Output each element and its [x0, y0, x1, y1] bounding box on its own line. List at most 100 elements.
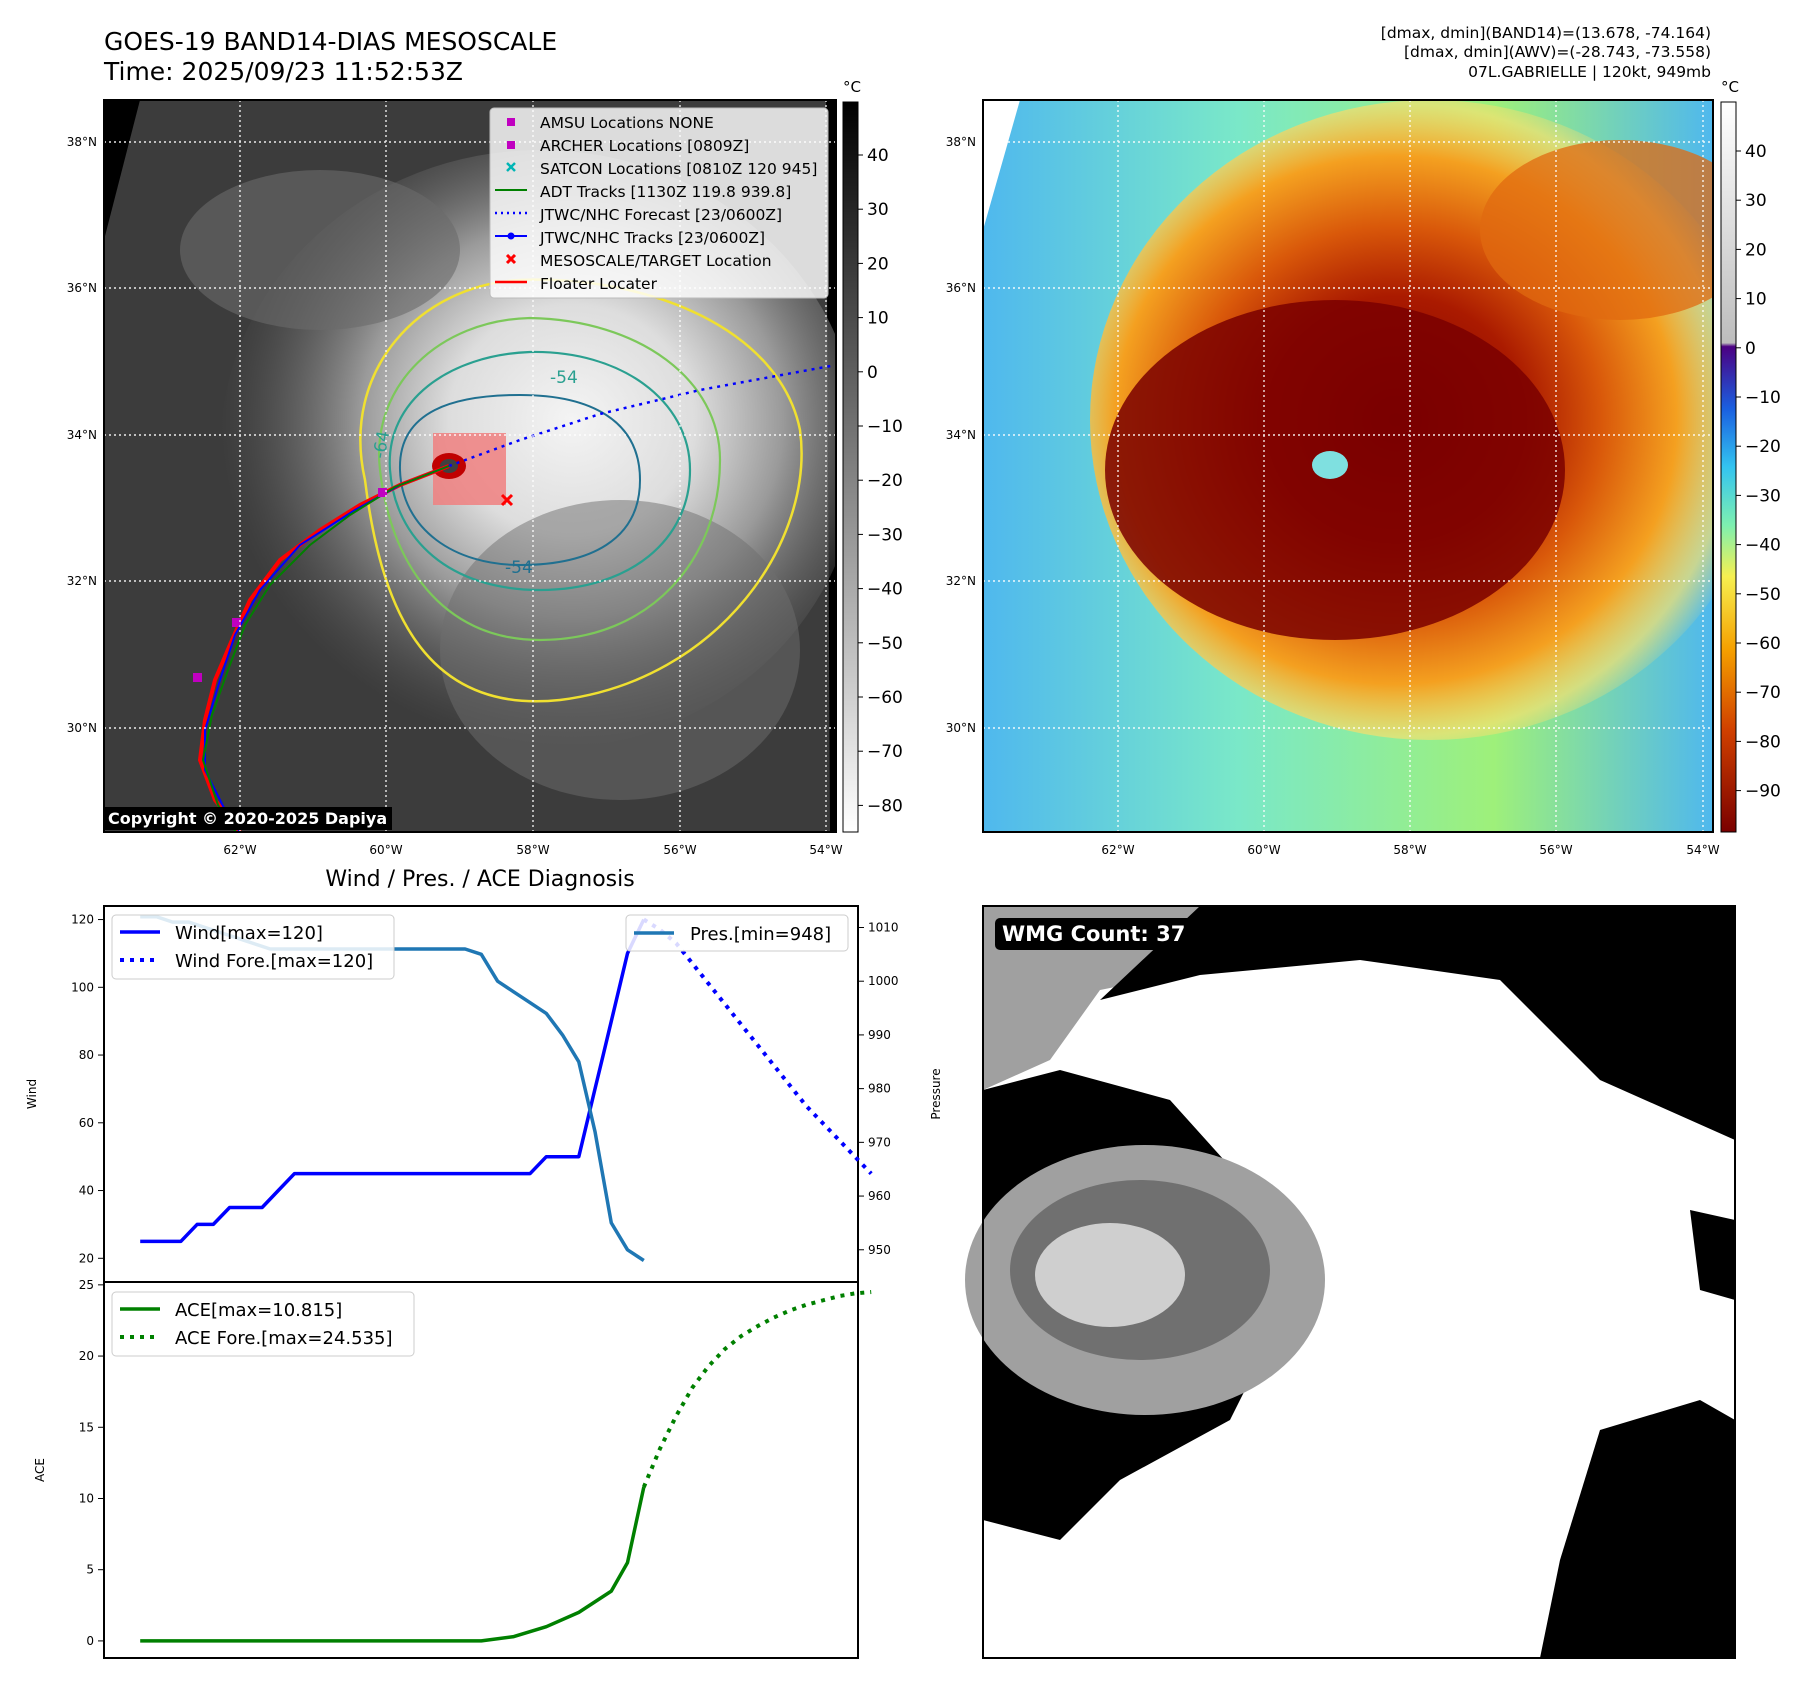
- svg-text:Wind[max=120]: Wind[max=120]: [175, 923, 323, 944]
- colorbar-tick-label: −70: [867, 742, 903, 762]
- series-line-wind-fore-: [642, 917, 873, 1175]
- axis-tick-label: 990: [868, 1028, 891, 1042]
- contour-label: -64: [370, 429, 395, 460]
- stats-awv: [dmax, dmin](AWV)=(-28.743, -73.558): [1404, 43, 1711, 61]
- legend-amsu: AMSU Locations NONE: [540, 114, 714, 132]
- colorbar-tick-label: −90: [1745, 782, 1781, 802]
- svg-text:30°N: 30°N: [67, 721, 97, 735]
- awv-colorbar: °C 40 30 20 10 0 −10 −20 −30 −40 −50 −60 −70 −80 −90: [1720, 78, 1781, 833]
- contour-label: -54: [550, 368, 578, 388]
- pressure-axis-label: Pressure: [929, 1068, 943, 1119]
- chart-title: Wind / Pres. / ACE Diagnosis: [325, 867, 634, 892]
- colorbar-tick-label: −70: [1745, 683, 1781, 703]
- colorbar-tick-label: −40: [1745, 536, 1781, 556]
- colorbar-tick-label: 20: [867, 254, 889, 274]
- colorbar-tick-label: −20: [867, 471, 903, 491]
- svg-text:60°W: 60°W: [1247, 843, 1280, 857]
- target-location-marker: [500, 493, 514, 507]
- colorbar-tick-label: −40: [867, 580, 903, 600]
- svg-text:60°W: 60°W: [369, 843, 402, 857]
- series-line-wind: [140, 918, 646, 1244]
- archer-marker: [378, 488, 387, 497]
- colorbar-tick-label: −80: [867, 796, 903, 816]
- axis-tick-label: 970: [868, 1135, 891, 1149]
- svg-text:62°W: 62°W: [223, 843, 256, 857]
- colorbar-tick-label: −50: [1745, 585, 1781, 605]
- axis-tick-label: 25: [79, 1278, 94, 1292]
- page-timestamp: Time: 2025/09/23 11:52:53Z: [104, 57, 463, 86]
- svg-text:54°W: 54°W: [809, 843, 842, 857]
- axis-tick-label: 10: [79, 1491, 94, 1505]
- colorbar-tick-label: 30: [1745, 191, 1767, 211]
- axis-tick-label: 15: [79, 1420, 94, 1434]
- series-line-ace: [140, 1486, 646, 1643]
- ir-map: [104, 100, 836, 832]
- colorbar-tick-label: 0: [867, 363, 878, 383]
- svg-text:38°N: 38°N: [946, 135, 976, 149]
- axis-tick-label: 20: [79, 1251, 94, 1265]
- ace-axis-label: ACE: [33, 1458, 47, 1482]
- awv-lon-ticks: 62°W 60°W 58°W 56°W 54°W: [1101, 843, 1719, 857]
- legend-forecast: JTWC/NHC Forecast [23/0600Z]: [539, 206, 782, 224]
- svg-text:58°W: 58°W: [1393, 843, 1426, 857]
- colorbar-tick-label: 20: [1745, 240, 1767, 260]
- svg-text:Wind Fore.[max=120]: Wind Fore.[max=120]: [175, 951, 373, 972]
- awv-lat-ticks: 38°N 36°N 34°N 32°N 30°N: [946, 135, 976, 735]
- svg-text:Pres.[min=948]: Pres.[min=948]: [690, 924, 831, 945]
- axis-tick-label: 960: [868, 1189, 891, 1203]
- svg-text:ACE Fore.[max=24.535]: ACE Fore.[max=24.535]: [175, 1328, 393, 1349]
- series-line-ace-fore-: [641, 1290, 872, 1488]
- contour-label: -54: [505, 558, 533, 578]
- axis-tick-label: 5: [86, 1563, 94, 1577]
- svg-text:°C: °C: [843, 78, 861, 96]
- svg-text:34°N: 34°N: [946, 428, 976, 442]
- ir-lat-ticks: 38°N 36°N 34°N 32°N 30°N: [67, 135, 97, 735]
- colorbar-tick-label: −10: [867, 417, 903, 437]
- svg-text:58°W: 58°W: [516, 843, 549, 857]
- colorbar-tick-label: −30: [1745, 486, 1781, 506]
- legend-target: MESOSCALE/TARGET Location: [540, 252, 772, 270]
- svg-text:32°N: 32°N: [946, 574, 976, 588]
- colorbar-tick-label: 30: [867, 200, 889, 220]
- svg-text:30°N: 30°N: [946, 721, 976, 735]
- axis-tick-label: 20: [79, 1349, 94, 1363]
- ir-colorbar: °C 40 30 20 10 0 −10 −20 −30 −40 −50 −60 −70 −80: [842, 78, 903, 833]
- archer-marker: [193, 673, 202, 682]
- colorbar-tick-label: −60: [1745, 634, 1781, 654]
- wind-axis-label: Wind: [25, 1079, 39, 1109]
- axis-tick-label: 980: [868, 1082, 891, 1096]
- svg-text:56°W: 56°W: [1539, 843, 1572, 857]
- svg-text:56°W: 56°W: [663, 843, 696, 857]
- svg-text:32°N: 32°N: [67, 574, 97, 588]
- colorbar-tick-label: −20: [1745, 437, 1781, 457]
- awv-gridlines: [983, 100, 1713, 832]
- colorbar-tick-label: 10: [1745, 290, 1767, 310]
- colorbar-tick-label: 0: [1745, 339, 1756, 359]
- svg-text:34°N: 34°N: [67, 428, 97, 442]
- axis-tick-label: 1010: [868, 920, 899, 934]
- awv-map: [983, 100, 1713, 832]
- legend-satcon: SATCON Locations [0810Z 120 945]: [540, 160, 817, 178]
- colorbar-tick-label: 40: [1745, 142, 1767, 162]
- axis-tick-label: 60: [79, 1116, 94, 1130]
- svg-text:36°N: 36°N: [67, 281, 97, 295]
- legend-tracks: JTWC/NHC Tracks [23/0600Z]: [539, 229, 765, 247]
- colorbar-tick-label: −30: [867, 525, 903, 545]
- legend-floater: Floater Locater: [540, 275, 658, 293]
- axis-tick-label: 950: [868, 1243, 891, 1257]
- ace-legend: ACE[max=10.815] ACE Fore.[max=24.535]: [111, 1291, 415, 1357]
- stats-band14: [dmax, dmin](BAND14)=(13.678, -74.164): [1380, 24, 1711, 42]
- colorbar-tick-label: −50: [867, 634, 903, 654]
- wmg-panel: [965, 906, 1735, 1658]
- axis-tick-label: 0: [86, 1634, 94, 1648]
- pressure-legend: Pres.[min=948]: [625, 914, 849, 952]
- page-title: GOES-19 BAND14-DIAS MESOSCALE: [104, 27, 558, 56]
- axis-tick-label: 100: [71, 980, 94, 994]
- copyright-label: Copyright © 2020-2025 Dapiya: [103, 807, 393, 830]
- axis-tick-label: 40: [79, 1184, 94, 1198]
- svg-text:38°N: 38°N: [67, 135, 97, 149]
- stats-storm: 07L.GABRIELLE | 120kt, 949mb: [1468, 63, 1711, 81]
- svg-text:54°W: 54°W: [1686, 843, 1719, 857]
- svg-text:ACE[max=10.815]: ACE[max=10.815]: [175, 1300, 342, 1321]
